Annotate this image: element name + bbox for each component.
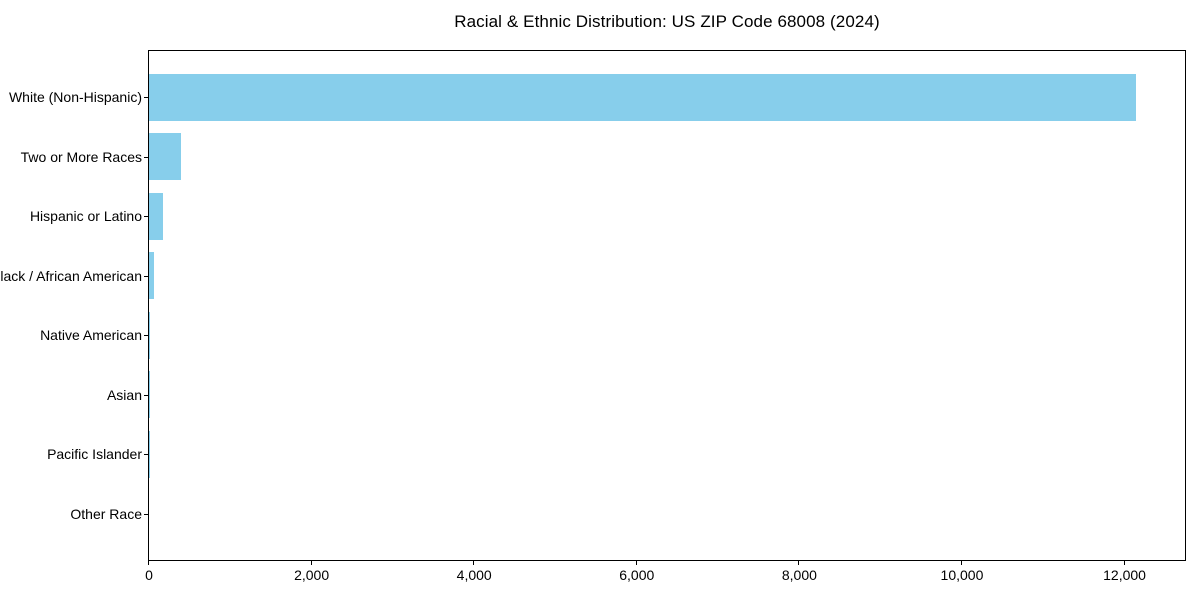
y-tick xyxy=(144,156,148,158)
y-tick xyxy=(144,513,148,515)
bar-native-american xyxy=(149,311,150,359)
x-tick-label-8000: 8,000 xyxy=(781,567,817,583)
y-tick xyxy=(144,454,148,456)
bar-white-non-hispanic xyxy=(149,73,1136,121)
x-tick xyxy=(148,561,149,565)
y-tick-label-other-race: Other Race xyxy=(70,505,142,522)
y-tick-label-black-african-american: Black / African American xyxy=(0,267,142,284)
x-tick-label-10000: 10,000 xyxy=(940,567,984,583)
y-tick-label-white-non-hispanic: White (Non-Hispanic) xyxy=(8,89,142,106)
x-tick-label-4000: 4,000 xyxy=(456,567,492,583)
plot-area xyxy=(148,50,1186,561)
y-tick xyxy=(144,275,148,277)
x-tick xyxy=(798,561,800,565)
bar-two-or-more-races xyxy=(149,133,182,181)
y-tick-label-pacific-islander: Pacific Islander xyxy=(47,446,142,463)
x-tick xyxy=(635,561,637,565)
y-tick xyxy=(144,335,148,337)
x-tick xyxy=(473,561,475,565)
x-tick xyxy=(1123,561,1125,565)
x-tick xyxy=(960,561,962,565)
y-tick-label-two-or-more-races: Two or More Races xyxy=(20,148,142,165)
x-tick-label-0: 0 xyxy=(145,567,153,583)
y-tick xyxy=(144,394,148,396)
y-tick-label-hispanic-or-latino: Hispanic or Latino xyxy=(29,208,142,225)
y-tick-label-native-american: Native American xyxy=(40,327,142,344)
x-tick-label-2000: 2,000 xyxy=(294,567,330,583)
x-tick-label-6000: 6,000 xyxy=(619,567,655,583)
bar-asian xyxy=(149,371,150,419)
chart-title: Racial & Ethnic Distribution: US ZIP Cod… xyxy=(454,12,880,31)
y-tick-label-asian: Asian xyxy=(106,386,142,403)
y-tick xyxy=(144,216,148,218)
y-tick xyxy=(144,97,148,99)
x-tick-label-12000: 12,000 xyxy=(1103,567,1146,583)
bar-hispanic-or-latino xyxy=(149,192,163,240)
x-tick xyxy=(310,561,312,565)
bar-black-african-american xyxy=(149,252,154,300)
